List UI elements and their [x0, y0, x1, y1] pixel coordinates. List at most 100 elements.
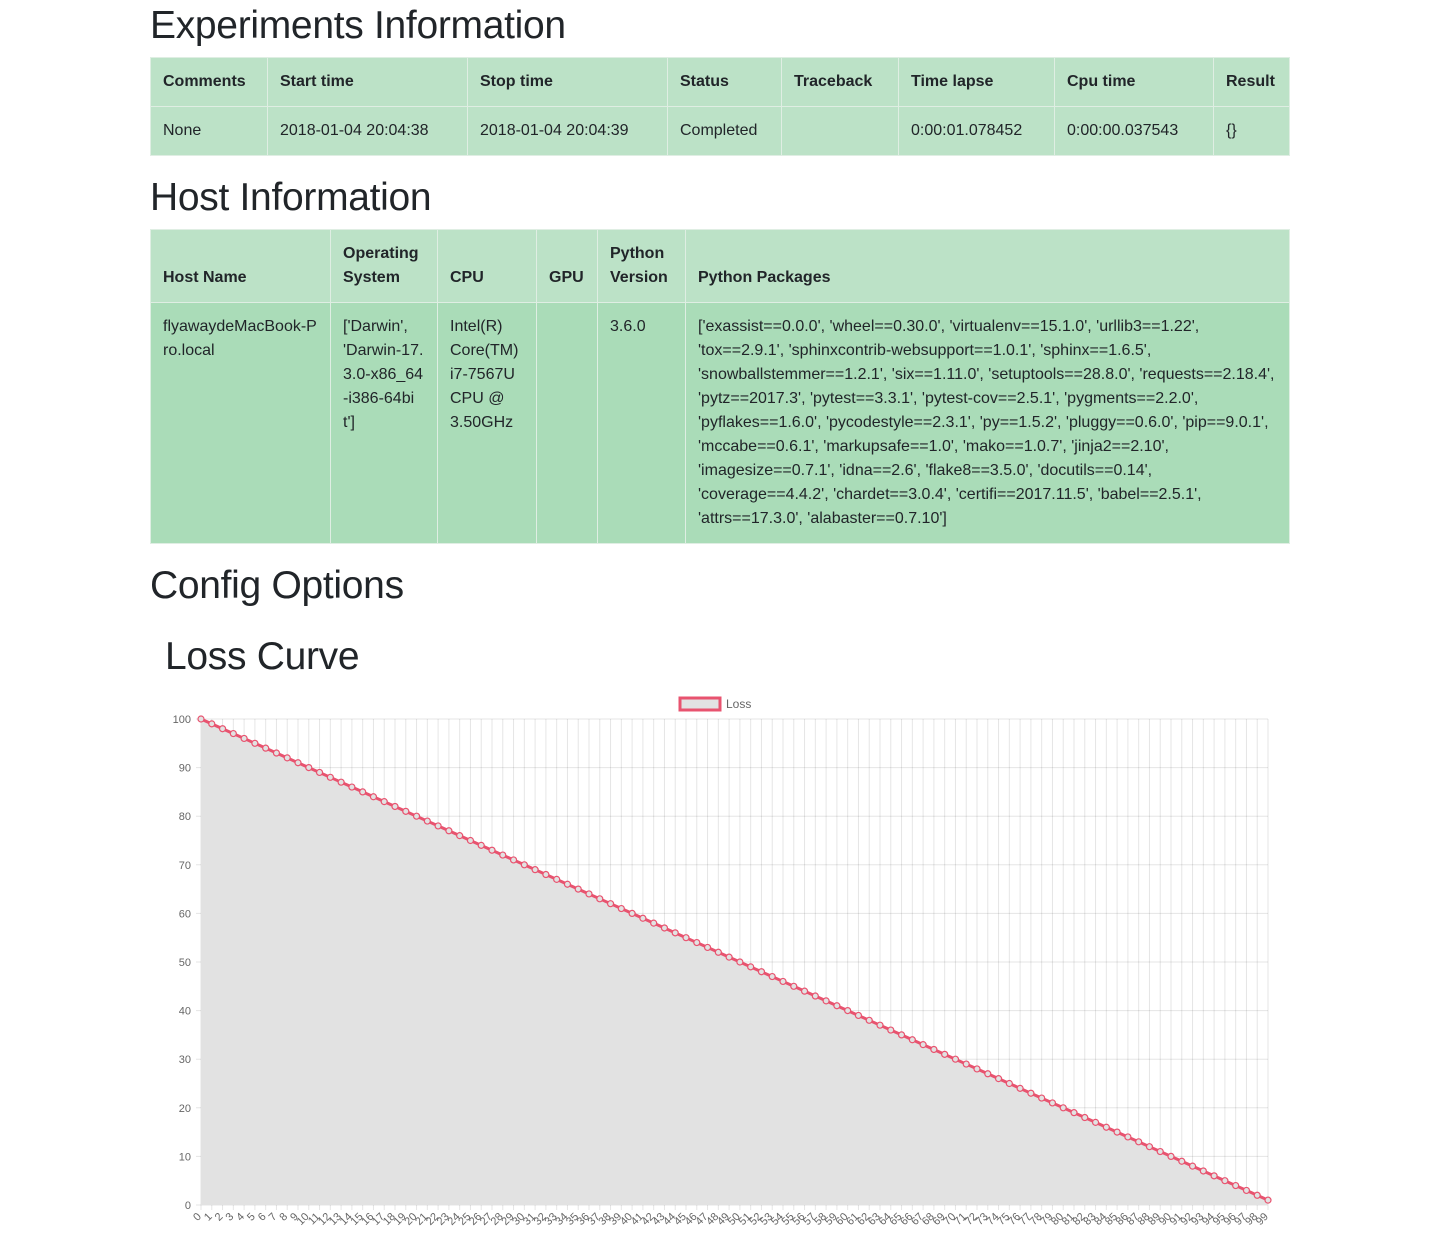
loss-data-point	[1178, 1157, 1186, 1165]
loss-data-point	[240, 734, 248, 743]
host-title: Host Information	[150, 176, 432, 219]
loss-data-point	[1038, 1094, 1046, 1102]
loss-data-point	[466, 836, 475, 845]
loss-data-point	[671, 929, 679, 937]
header-status: Status	[667, 57, 782, 107]
loss-data-point	[477, 841, 485, 849]
loss-data-point	[359, 788, 367, 796]
table-row: flyawaydeMacBook-Pro.local ['Darwin', 'D…	[150, 302, 1290, 544]
loss-data-point	[994, 1075, 1003, 1083]
cell-cpu-time: 0:00:00.037543	[1054, 106, 1214, 156]
loss-data-point	[553, 875, 561, 883]
cell-status: Completed	[667, 106, 782, 156]
loss-data-point	[1048, 1099, 1057, 1107]
loss-data-point	[1091, 1118, 1100, 1126]
loss-data-point	[703, 943, 712, 952]
loss-data-point	[1232, 1181, 1240, 1190]
loss-data-point	[1016, 1084, 1024, 1092]
cell-stop-time: 2018-01-04 20:04:39	[467, 106, 668, 156]
header-gpu: GPU	[536, 229, 598, 303]
y-tick-label: 100	[173, 714, 191, 726]
loss-data-point	[1188, 1162, 1197, 1170]
header-start-time: Start time	[267, 57, 468, 107]
cell-time-lapse: 0:00:01.078452	[898, 106, 1055, 156]
y-tick-label: 30	[179, 1054, 191, 1066]
x-tick-label: 3	[224, 1211, 237, 1224]
loss-data-point	[941, 1050, 949, 1058]
loss-data-point	[1253, 1191, 1261, 1199]
loss-data-point	[456, 832, 464, 840]
experiments-table: Comments Start time Stop time Status Tra…	[150, 57, 1290, 156]
loss-data-point	[1221, 1177, 1229, 1185]
y-tick-label: 90	[179, 763, 191, 775]
x-tick-label: 99	[1254, 1211, 1271, 1228]
loss-data-point	[757, 968, 766, 976]
header-traceback: Traceback	[781, 57, 899, 107]
cell-traceback	[781, 106, 899, 156]
loss-data-point	[908, 1036, 916, 1044]
loss-data-point	[1264, 1196, 1272, 1204]
loss-data-point	[962, 1060, 970, 1068]
loss-data-point	[1102, 1123, 1110, 1131]
header-cpu: CPU	[437, 229, 537, 303]
loss-data-point	[919, 1041, 927, 1049]
loss-data-point	[1167, 1152, 1175, 1160]
y-tick-label: 10	[179, 1151, 191, 1163]
cell-python-packages: ['exassist==0.0.0', 'wheel==0.30.0', 'vi…	[685, 302, 1290, 544]
loss-data-point	[509, 856, 518, 864]
loss-data-point	[542, 870, 550, 879]
table-row: None 2018-01-04 20:04:38 2018-01-04 20:0…	[150, 106, 1290, 156]
cell-operating-system: ['Darwin', 'Darwin-17.3.0-x86_64-i386-64…	[330, 302, 438, 544]
loss-data-point	[1005, 1079, 1013, 1088]
cell-python-version: 3.6.0	[597, 302, 686, 544]
x-tick-label: 5	[245, 1211, 258, 1224]
header-stop-time: Stop time	[467, 57, 668, 107]
y-tick-label: 40	[179, 1006, 191, 1018]
header-comments: Comments	[150, 57, 268, 107]
loss-data-point	[736, 958, 744, 966]
loss-data-point	[930, 1045, 938, 1054]
x-tick-label: 6	[256, 1211, 269, 1224]
loss-data-point	[520, 861, 528, 869]
loss-data-point	[563, 880, 572, 888]
loss-data-point	[574, 885, 582, 893]
loss-data-point	[951, 1055, 960, 1063]
header-python-version: Python Version	[597, 229, 686, 303]
header-operating-system: Operating System	[330, 229, 438, 303]
y-tick-label: 80	[179, 811, 191, 823]
cell-cpu: Intel(R) Core(TM) i7-7567U CPU @ 3.50GHz	[437, 302, 537, 544]
cell-result: {}	[1213, 106, 1290, 156]
loss-data-point	[488, 846, 496, 854]
loss-data-point	[229, 729, 237, 738]
loss-data-point	[391, 802, 399, 811]
loss-data-point	[1124, 1133, 1132, 1141]
loss-data-point	[876, 1021, 884, 1029]
loss-data-point	[337, 778, 345, 786]
legend-label: Loss	[726, 697, 751, 711]
config-options-title: Config Options	[150, 564, 404, 607]
loss-data-point	[800, 987, 809, 995]
loss-data-point	[531, 866, 539, 874]
loss-series-line	[200, 717, 1269, 1202]
loss-chart: 0 10 20 30 40 50 60 70 80 90 100 0 1 2 3 4 5 6 7 8 9 10 11 12 13…	[160, 690, 1280, 1230]
loss-data-point	[1113, 1128, 1121, 1136]
loss-data-point	[984, 1070, 992, 1078]
legend-swatch	[678, 696, 722, 712]
loss-data-point	[790, 982, 798, 990]
loss-data-point	[1070, 1109, 1078, 1117]
loss-data-point	[973, 1065, 981, 1073]
loss-data-point	[725, 953, 733, 961]
loss-data-point	[1059, 1104, 1067, 1112]
y-tick-label: 20	[179, 1103, 191, 1115]
loss-data-point	[887, 1026, 895, 1034]
loss-data-point	[714, 948, 722, 956]
loss-data-point	[369, 793, 378, 801]
loss-data-point	[218, 725, 227, 733]
y-tick-label: 50	[179, 957, 191, 969]
x-tick-label: 0	[191, 1211, 204, 1224]
loss-data-point	[1242, 1186, 1251, 1195]
y-tick-label: 0	[185, 1200, 191, 1212]
loss-data-point	[596, 895, 604, 903]
loss-data-point	[865, 1016, 873, 1024]
x-tick-label: 2	[213, 1211, 226, 1224]
